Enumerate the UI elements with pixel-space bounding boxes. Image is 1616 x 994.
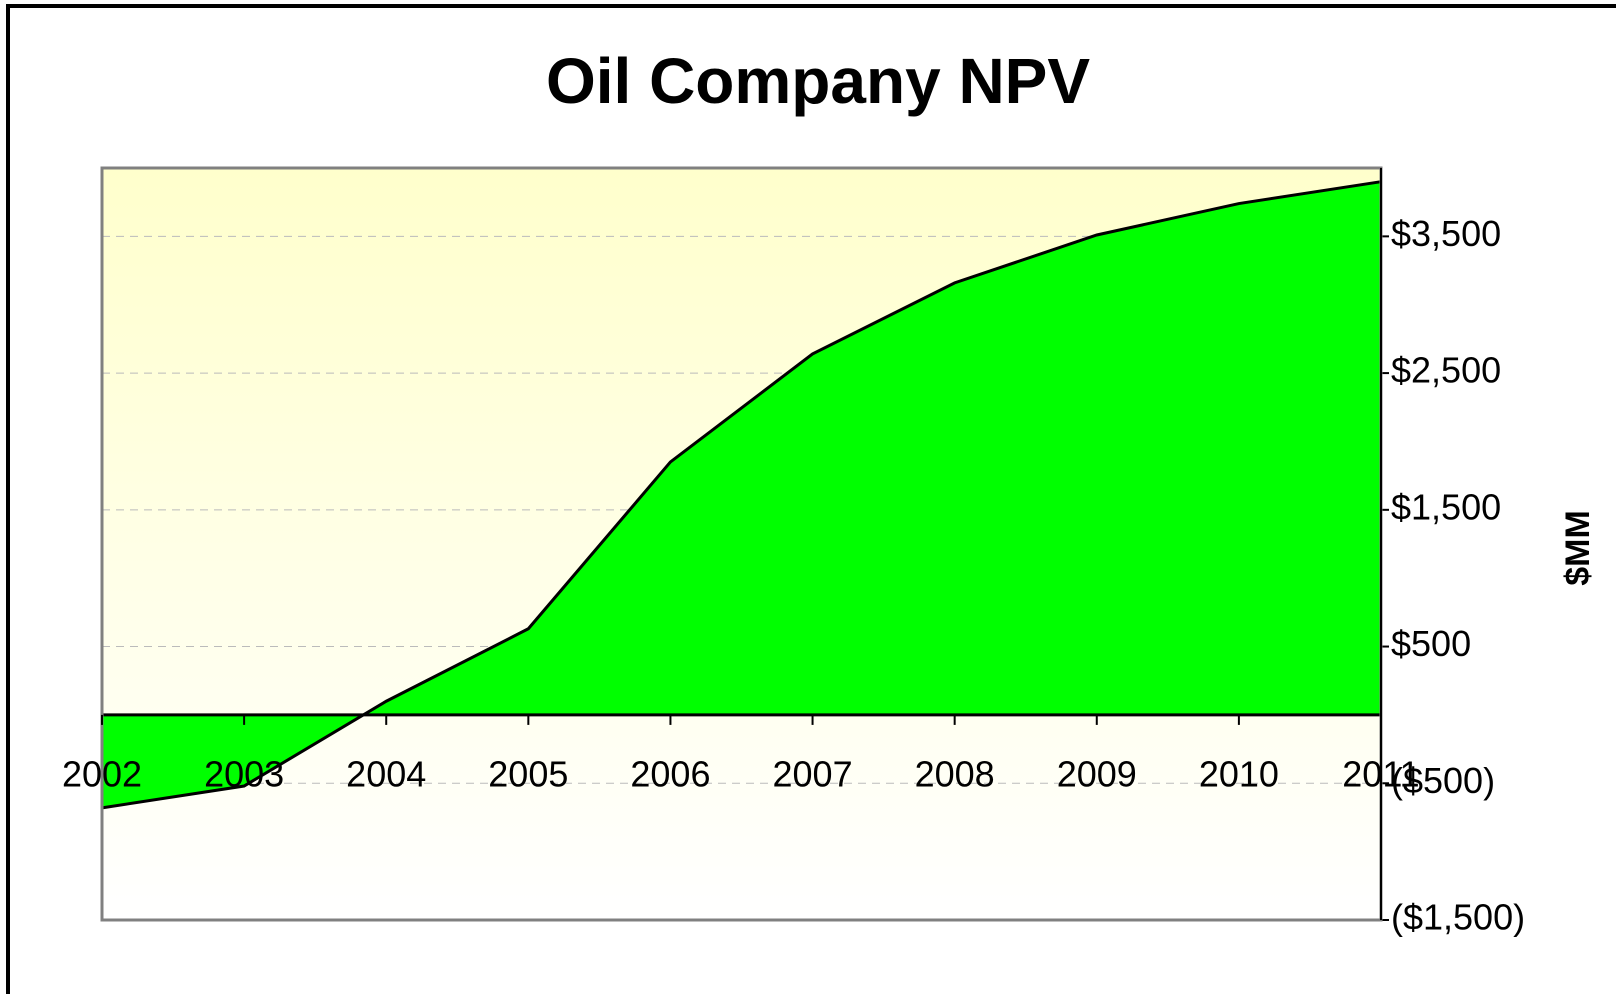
x-tick-label: 2009 [1057, 753, 1137, 794]
x-tick-label: 2002 [62, 753, 142, 794]
x-tick-label: 2011 [1342, 753, 1419, 794]
chart-title: Oil Company NPV [546, 45, 1090, 117]
y-axis-label: $MM [1559, 510, 1597, 586]
x-tick-label: 2005 [488, 753, 568, 794]
y-tick-label: $1,500 [1391, 486, 1501, 527]
x-tick-label: 2004 [346, 753, 426, 794]
y-tick-label: ($500) [1391, 760, 1495, 801]
x-tick-label: 2006 [630, 753, 710, 794]
y-tick-label: $2,500 [1391, 350, 1501, 391]
area [102, 181, 1381, 808]
x-tick-label: 2003 [204, 753, 284, 794]
y-tick-label: $500 [1391, 623, 1471, 664]
y-tick-label: $3,500 [1391, 213, 1501, 254]
x-tick-label: 2008 [915, 753, 995, 794]
area-line [101, 180, 1382, 810]
y-tick-label: ($1,500) [1391, 897, 1525, 938]
x-tick-label: 2007 [773, 753, 853, 794]
x-tick-label: 2010 [1199, 753, 1279, 794]
